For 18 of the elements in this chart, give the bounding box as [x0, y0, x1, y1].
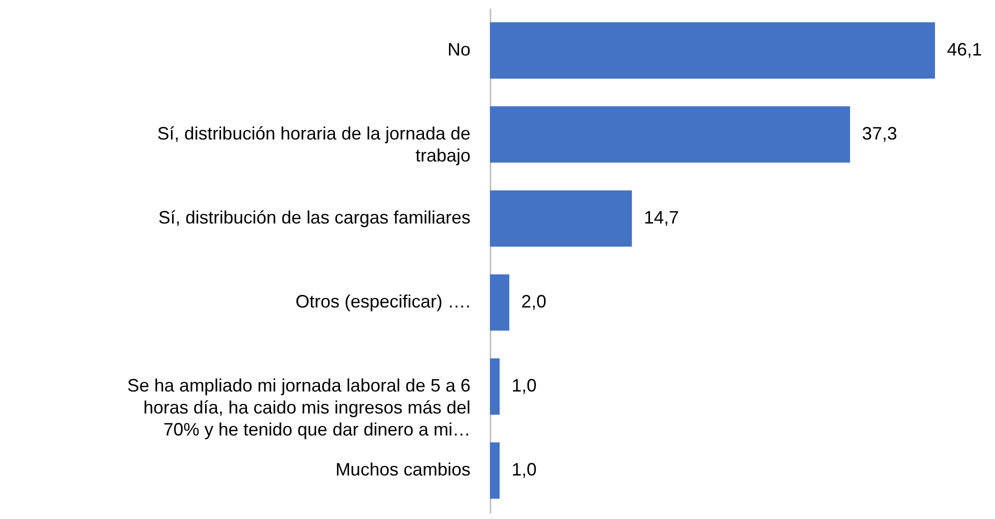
bar	[490, 190, 632, 247]
bar	[490, 22, 935, 79]
data-label: 1,0	[512, 460, 537, 480]
data-label: 14,7	[644, 207, 679, 228]
bar	[490, 274, 510, 331]
data-label: 2,0	[521, 292, 546, 312]
data-label: 46,1	[947, 39, 982, 60]
y-tick-label: Sí, distribución horaria de la jornada de trabajo	[157, 123, 470, 166]
data-label: 1,0	[512, 376, 537, 396]
y-tick-label: Otros (especificar) ….	[295, 292, 470, 312]
bar	[490, 106, 850, 163]
y-tick-label: Muchos cambios	[335, 460, 470, 480]
y-tick-label: No	[447, 39, 470, 60]
y-tick-label: Se ha ampliado mi jornada laboral de 5 a 6 horas día, ha caido mis ingresos más del 70% y he tenido que dar dinero a mi…	[127, 376, 470, 440]
data-label: 37,3	[862, 123, 898, 144]
bar	[490, 442, 500, 499]
bar	[490, 358, 500, 415]
y-tick-label: Sí, distribución de las cargas familiares	[158, 207, 470, 228]
